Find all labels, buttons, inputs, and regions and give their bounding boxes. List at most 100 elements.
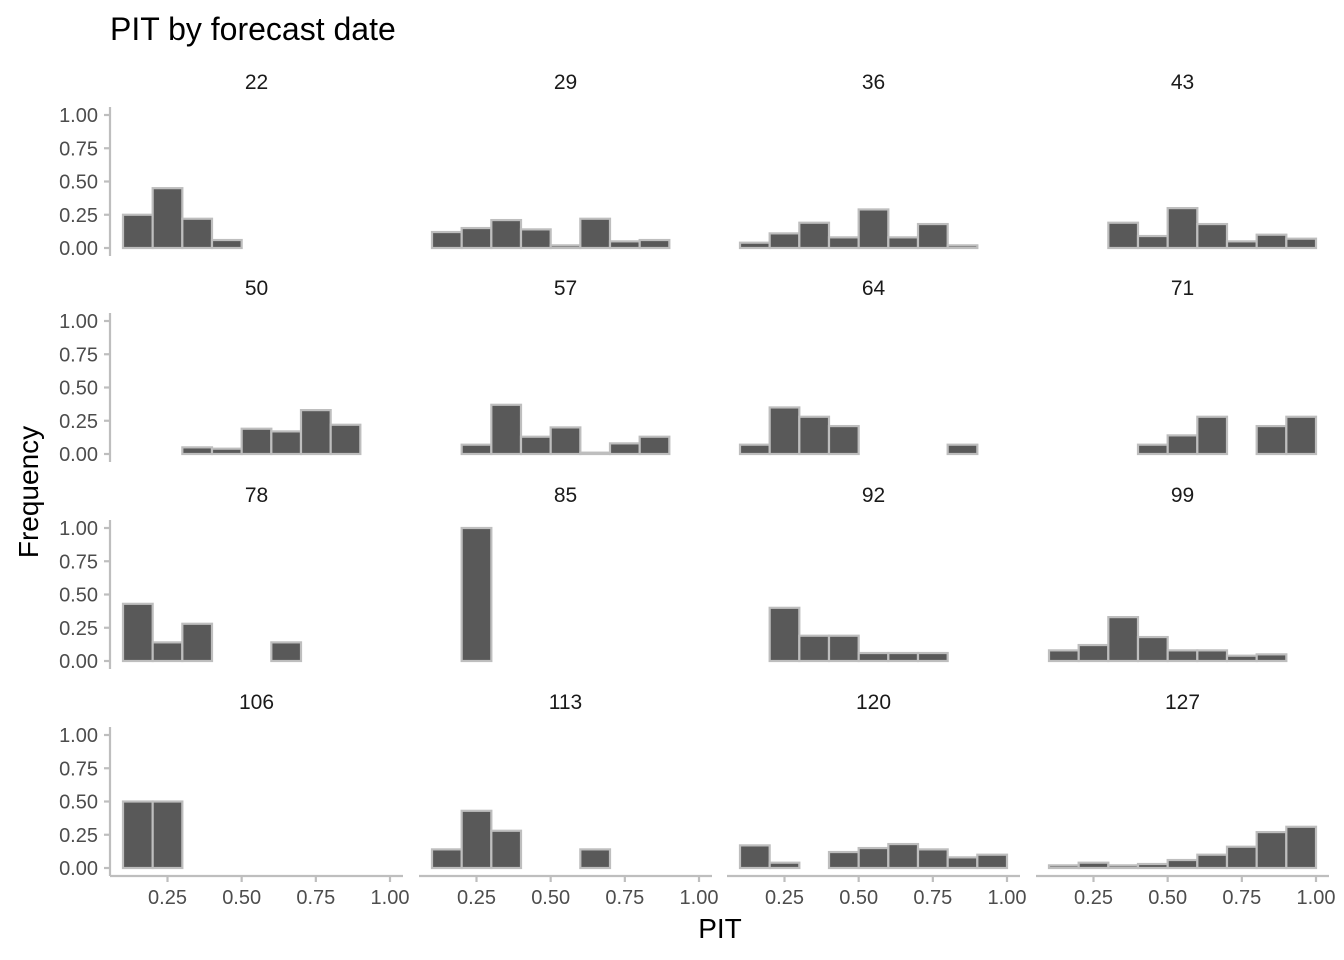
facet-label: 127 <box>1165 691 1200 714</box>
facet-panel-43: 43 <box>1107 71 1318 250</box>
histogram-bar <box>1255 653 1288 663</box>
histogram-bar <box>270 430 303 456</box>
facet-label: 92 <box>862 484 885 507</box>
histogram-bar <box>1136 234 1169 250</box>
histogram-bar <box>887 842 920 870</box>
x-axis-title: PIT <box>698 913 742 944</box>
histogram-bar <box>738 241 771 250</box>
histogram-bar <box>490 829 523 870</box>
y-tick-label: 0.75 <box>59 551 98 573</box>
facet-panel-50: 50 0.00 0.25 0.50 0.75 1.00 <box>59 277 362 466</box>
histogram-bar <box>1077 643 1110 663</box>
x-tick-label: 1.00 <box>680 887 719 909</box>
chart-title: PIT by forecast date <box>110 11 396 47</box>
histogram-bar <box>1166 858 1199 870</box>
histogram-bar <box>519 228 552 250</box>
histogram-bar <box>798 415 831 456</box>
y-tick-label: 0.00 <box>59 858 98 880</box>
x-tick-label: 0.25 <box>457 887 496 909</box>
histogram-bar <box>519 435 552 456</box>
facet-panel-106: 106 0.00 0.25 0.50 0.75 1.00 0.25 0.50 0.75 1.00 <box>59 691 409 909</box>
histogram-bar <box>638 435 671 456</box>
histogram-bar <box>1196 222 1229 250</box>
facet-label: 106 <box>239 691 274 714</box>
histogram-bar <box>579 217 612 250</box>
histogram-bar <box>1225 240 1258 250</box>
histogram-bar <box>1047 649 1080 663</box>
histogram-bar <box>827 424 860 456</box>
histogram-bar <box>460 526 493 663</box>
y-tick-label: 1.00 <box>59 725 98 747</box>
facet-panel-99: 99 <box>1047 484 1288 663</box>
x-tick-label: 0.75 <box>296 887 335 909</box>
histogram-bar <box>1196 649 1229 663</box>
y-tick-label: 0.50 <box>59 585 98 607</box>
histogram-bar <box>460 809 493 870</box>
histogram-bar <box>916 848 949 870</box>
histogram-bar <box>1255 424 1288 456</box>
histogram-bar <box>151 187 184 250</box>
histogram-bar <box>181 622 214 663</box>
y-tick-label: 1.00 <box>59 518 98 540</box>
histogram-bar <box>549 426 582 456</box>
y-tick-label: 0.50 <box>59 172 98 194</box>
histogram-bar <box>1136 443 1169 456</box>
histogram-bar <box>1225 654 1258 663</box>
histogram-bar <box>121 213 154 250</box>
histogram-bar <box>768 606 801 663</box>
facet-label: 120 <box>856 691 891 714</box>
histogram-bar <box>798 221 831 250</box>
histogram-bar <box>151 800 184 870</box>
histogram-bar <box>1077 861 1110 870</box>
y-tick-label: 0.25 <box>59 618 98 640</box>
facet-panel-36: 36 <box>738 71 979 250</box>
histogram-bar <box>579 848 612 870</box>
histogram-bar <box>1285 415 1318 456</box>
histogram-bar <box>768 406 801 456</box>
histogram-bar <box>490 218 523 250</box>
facet-panels: 22 0.00 0.25 0.50 0.75 1.00 29 36 43 50 0.00 0.25 0.… <box>59 71 1335 909</box>
x-tick-label: 0.50 <box>839 887 878 909</box>
facet-panel-64: 64 <box>738 277 979 456</box>
facet-label: 50 <box>245 277 268 300</box>
histogram-bar <box>210 238 243 250</box>
histogram-bar <box>1196 415 1229 456</box>
y-tick-label: 0.75 <box>59 758 98 780</box>
histogram-bar <box>151 641 184 663</box>
histogram-bar <box>857 208 890 250</box>
y-tick-label: 0.75 <box>59 344 98 366</box>
y-tick-label: 0.00 <box>59 444 98 466</box>
histogram-bar <box>946 443 979 456</box>
histogram-bar <box>1107 616 1140 663</box>
facet-panel-92: 92 <box>768 484 949 663</box>
histogram-bar <box>181 217 214 250</box>
histogram-bar <box>1166 434 1199 456</box>
facet-panel-22: 22 0.00 0.25 0.50 0.75 1.00 <box>59 71 268 260</box>
histogram-bar <box>430 230 463 250</box>
histogram-bar <box>181 446 214 456</box>
histogram-bar <box>1107 864 1140 870</box>
histogram-bar <box>270 641 303 663</box>
histogram-bar <box>608 442 641 456</box>
x-tick-label: 0.75 <box>913 887 952 909</box>
y-tick-label: 0.25 <box>59 825 98 847</box>
histogram-bar <box>210 447 243 456</box>
histogram-bar <box>946 856 979 870</box>
y-tick-label: 0.00 <box>59 651 98 673</box>
facet-label: 43 <box>1171 71 1194 94</box>
y-tick-label: 0.50 <box>59 792 98 814</box>
histogram-bar <box>1166 649 1199 663</box>
x-tick-label: 0.50 <box>222 887 261 909</box>
y-tick-label: 0.00 <box>59 238 98 260</box>
histogram-bar <box>887 651 920 663</box>
y-axis-title: Frequency <box>13 426 44 558</box>
facet-label: 22 <box>245 71 268 94</box>
y-tick-label: 0.50 <box>59 378 98 400</box>
histogram-bar <box>976 853 1009 870</box>
facet-label: 64 <box>862 277 886 300</box>
x-tick-label: 1.00 <box>371 887 410 909</box>
facet-panel-127: 127 0.25 0.50 0.75 1.00 <box>1036 691 1335 909</box>
histogram-bar <box>121 800 154 870</box>
facet-panel-57: 57 <box>460 277 671 456</box>
